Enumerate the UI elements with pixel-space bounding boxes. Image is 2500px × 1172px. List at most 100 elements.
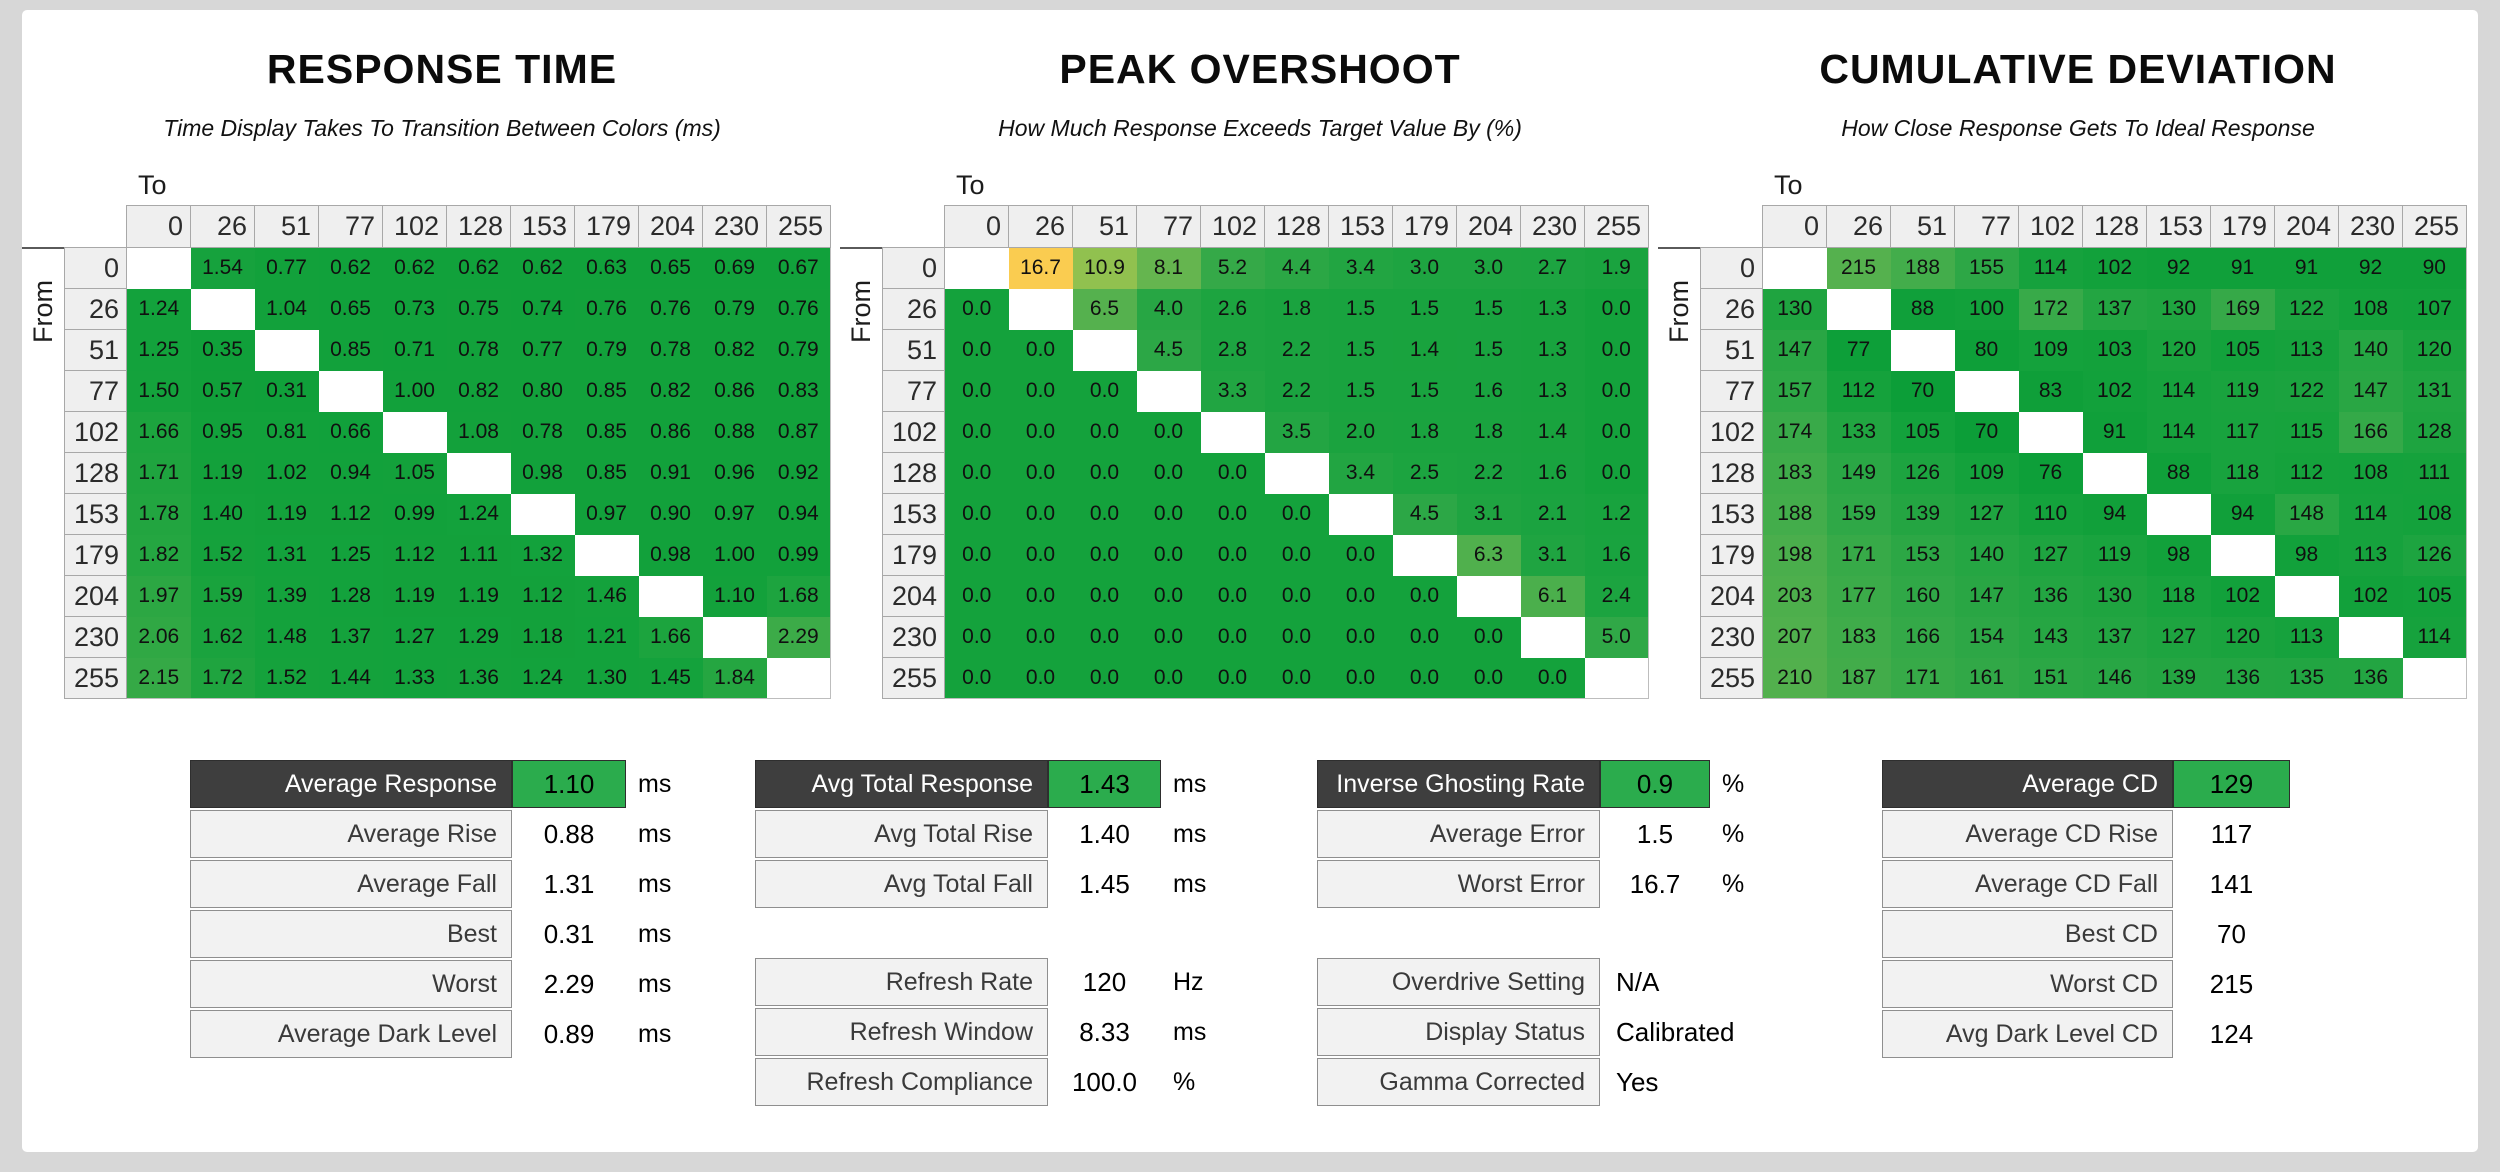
heatmap-cell: 80 bbox=[1954, 329, 2019, 371]
heatmap-cell: 0.62 bbox=[510, 247, 575, 289]
heatmap-cell: 0.95 bbox=[190, 411, 255, 453]
heatmap-cell: 155 bbox=[1954, 247, 2019, 289]
heatmap-cell: 1.40 bbox=[190, 493, 255, 535]
heatmap-cell: 0.0 bbox=[1008, 411, 1073, 453]
heatmap-cell: 0.62 bbox=[382, 247, 447, 289]
summary-cumulative-deviation: Average CD 129 Average CD Rise 117 Average C… bbox=[1882, 760, 2290, 1060]
heatmap-cell: 130 bbox=[2146, 288, 2211, 330]
summary-label: Refresh Compliance bbox=[755, 1058, 1048, 1106]
heatmap-cell: 0.97 bbox=[574, 493, 639, 535]
heatmap-cell: 2.29 bbox=[766, 616, 831, 658]
summary-value: 0.31 bbox=[543, 918, 595, 949]
summary-unit: % bbox=[1722, 819, 1745, 848]
heatmap-cell: 0.0 bbox=[944, 411, 1009, 453]
heatmap-cell: 0.82 bbox=[702, 329, 767, 371]
heatmap-cell: 0.0 bbox=[1264, 575, 1329, 617]
heatmap-cell: 1.24 bbox=[126, 288, 191, 330]
heatmap-cell: 1.50 bbox=[126, 370, 191, 412]
heatmap-cell: 130 bbox=[1762, 288, 1827, 330]
row-header: 51 bbox=[882, 329, 945, 371]
heatmap-cell: 147 bbox=[1762, 329, 1827, 371]
summary-value: Yes bbox=[1616, 1066, 1659, 1097]
summary-value: 141 bbox=[2209, 868, 2254, 899]
summary-value: 120 bbox=[1082, 966, 1127, 997]
heatmap-cell: 98 bbox=[2274, 534, 2339, 576]
from-axis-label: From bbox=[846, 280, 876, 343]
heatmap-cell: 90 bbox=[2402, 247, 2467, 289]
summary-value: 215 bbox=[2209, 968, 2254, 999]
diagonal-cell bbox=[1264, 452, 1329, 494]
summary-block: Average CD 129 Average CD Rise 117 Average C… bbox=[1882, 760, 2290, 1058]
heatmap-cell: 0.0 bbox=[1072, 657, 1137, 699]
heatmap-cell: 153 bbox=[1890, 534, 1955, 576]
heatmap-cell: 0.0 bbox=[944, 288, 1009, 330]
heatmap-cell: 88 bbox=[2146, 452, 2211, 494]
heatmap-cell: 107 bbox=[2402, 288, 2467, 330]
heatmap-cell: 92 bbox=[2146, 247, 2211, 289]
summary-value: 8.33 bbox=[1079, 1016, 1130, 1047]
heatmap-cell: 115 bbox=[2274, 411, 2339, 453]
column-header: 128 bbox=[1264, 205, 1329, 248]
heatmap-cell: 70 bbox=[1954, 411, 2019, 453]
heatmap-cell: 0.0 bbox=[1328, 575, 1393, 617]
heatmap-cell: 3.4 bbox=[1328, 247, 1393, 289]
summary-table-row: Average Response 1.10 ms bbox=[190, 760, 671, 808]
heatmap-cell: 0.69 bbox=[702, 247, 767, 289]
heatmap-cell: 207 bbox=[1762, 616, 1827, 658]
summary-unit: ms bbox=[1173, 819, 1207, 848]
summary-value: 70 bbox=[2217, 918, 2246, 949]
summary-value: N/A bbox=[1616, 966, 1660, 997]
heatmap-cell: 98 bbox=[2146, 534, 2211, 576]
heatmap-cell: 122 bbox=[2274, 370, 2339, 412]
heatmap-cell: 1.39 bbox=[254, 575, 319, 617]
heatmap-cell: 128 bbox=[2402, 411, 2467, 453]
heatmap-cell: 0.0 bbox=[1264, 657, 1329, 699]
heatmap-cell: 0.0 bbox=[1520, 657, 1585, 699]
column-header: 230 bbox=[2338, 205, 2403, 248]
heatmap-cell: 0.86 bbox=[702, 370, 767, 412]
heatmap-cell: 1.6 bbox=[1520, 452, 1585, 494]
column-header: 230 bbox=[702, 205, 767, 248]
heatmap-cell: 127 bbox=[1954, 493, 2019, 535]
heatmap-table-row: 0 215 188 155 114 102 92 91 91 92 90 bbox=[1700, 247, 2467, 289]
heatmap-cell: 0.96 bbox=[702, 452, 767, 494]
heatmap-cell: 1.32 bbox=[510, 534, 575, 576]
heatmap-cell: 0.0 bbox=[944, 329, 1009, 371]
summary-value: 117 bbox=[2210, 818, 2253, 849]
heatmap-cell: 1.78 bbox=[126, 493, 191, 535]
heatmap-cell: 0.0 bbox=[1584, 329, 1649, 371]
diagonal-cell bbox=[1008, 288, 1073, 330]
summary-total-response: Avg Total Response 1.43 ms Avg Total Rise 1.… bbox=[755, 760, 1206, 1108]
heatmap-cell: 6.3 bbox=[1456, 534, 1521, 576]
heatmap-cell: 1.24 bbox=[446, 493, 511, 535]
diagonal-cell bbox=[382, 411, 447, 453]
heatmap-cell: 1.33 bbox=[382, 657, 447, 699]
summary-block: Avg Total Response 1.43 ms Avg Total Rise 1.… bbox=[755, 760, 1206, 908]
heatmap-cell: 0.0 bbox=[1072, 370, 1137, 412]
row-header: 204 bbox=[882, 575, 945, 617]
heatmap-table-row: 204 1.97 1.59 1.39 1.28 1.19 1.19 1.12 1.46 1.10 1… bbox=[64, 575, 831, 617]
summary-block: Overdrive Setting N/A Display Status Calibr… bbox=[1317, 958, 1744, 1106]
heatmap-cell: 0.0 bbox=[1072, 575, 1137, 617]
diagonal-cell bbox=[1328, 493, 1393, 535]
heatmap-cell: 0.79 bbox=[574, 329, 639, 371]
row-header: 230 bbox=[1700, 616, 1763, 658]
row-header: 179 bbox=[1700, 534, 1763, 576]
heatmap-cell: 1.6 bbox=[1456, 370, 1521, 412]
heatmap-cumulative-deviation: 0 26 51 77 102 128 153 179 204 230 255 0 215 188 155 11… bbox=[1700, 205, 2467, 699]
summary-table-row: Overdrive Setting N/A bbox=[1317, 958, 1744, 1006]
heatmap-cell: 0.74 bbox=[510, 288, 575, 330]
heatmap-cell: 91 bbox=[2210, 247, 2275, 289]
to-axis-label: To bbox=[956, 170, 985, 200]
heatmap-cell: 139 bbox=[2146, 657, 2211, 699]
heatmap-cell: 1.66 bbox=[126, 411, 191, 453]
heatmap-cell: 0.35 bbox=[190, 329, 255, 371]
summary-label: Best bbox=[190, 910, 512, 958]
heatmap-cell: 0.0 bbox=[1072, 534, 1137, 576]
heatmap-cell: 94 bbox=[2210, 493, 2275, 535]
summary-table-row: Average Fall 1.31 ms bbox=[190, 860, 671, 908]
heatmap-cell: 109 bbox=[2018, 329, 2083, 371]
heatmap-cell: 133 bbox=[1826, 411, 1891, 453]
heatmap-cell: 1.5 bbox=[1456, 329, 1521, 371]
heatmap-cell: 114 bbox=[2338, 493, 2403, 535]
